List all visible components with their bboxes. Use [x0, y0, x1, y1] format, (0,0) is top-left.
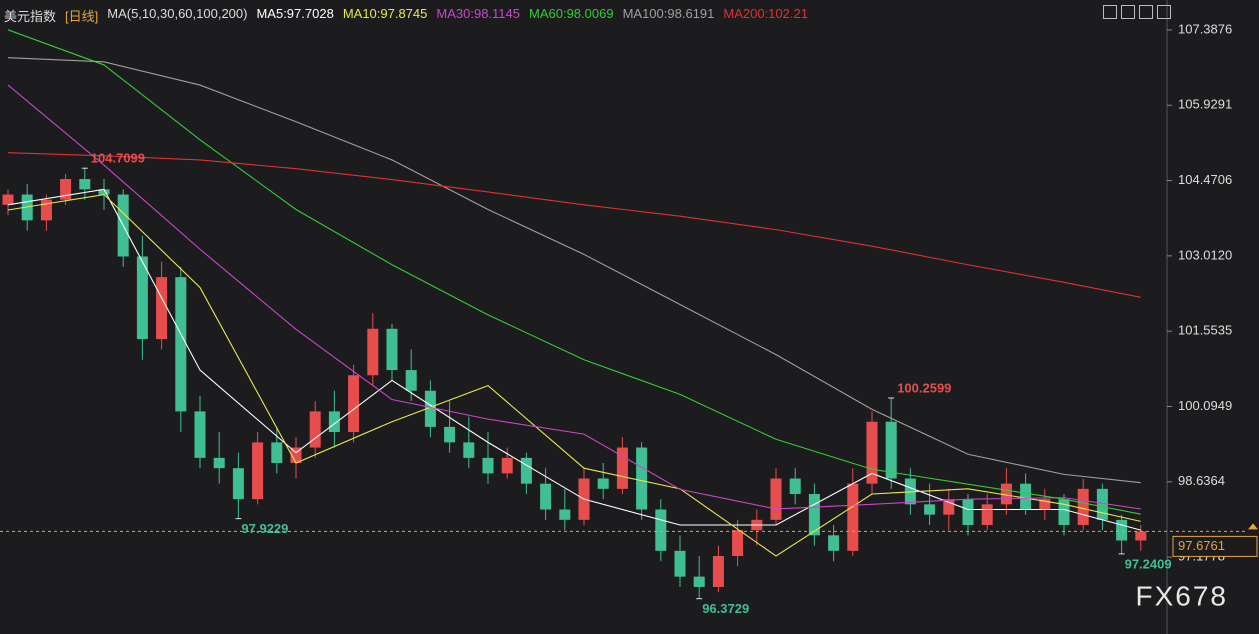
candle-body — [520, 457, 532, 484]
low-annotation: 97.9229 — [241, 521, 288, 536]
candle-body — [444, 426, 456, 443]
candle-body — [271, 442, 283, 464]
candle-body — [1096, 488, 1108, 520]
y-tick-label: 100.0949 — [1178, 398, 1232, 413]
candle-body — [981, 504, 993, 525]
candle-body — [943, 499, 955, 515]
price-arrow — [1248, 523, 1258, 530]
candle-body — [1000, 483, 1012, 505]
candle-body — [962, 499, 974, 525]
y-tick-label: 104.4706 — [1178, 172, 1232, 187]
title: 美元指数 — [4, 9, 57, 24]
candle-body — [847, 483, 859, 551]
candle-body — [1116, 519, 1128, 541]
icon-button[interactable] — [1139, 5, 1153, 19]
icon-button[interactable] — [1121, 5, 1135, 19]
candle-body — [40, 199, 52, 221]
candle-body — [770, 478, 782, 520]
candle-body — [1058, 499, 1070, 525]
icon-button[interactable] — [1157, 5, 1171, 19]
y-tick-label: 103.0120 — [1178, 247, 1232, 262]
candle-body — [789, 478, 801, 495]
candle-body — [213, 457, 225, 469]
high-annotation: 100.2599 — [897, 380, 951, 395]
candle-body — [616, 447, 628, 489]
candle-body — [194, 411, 206, 458]
candle-body — [290, 447, 302, 464]
ma-line — [7, 84, 1141, 510]
legend-entry: MA10:97.8745 — [342, 6, 428, 21]
candle-body — [252, 442, 264, 500]
candle-body — [885, 421, 897, 479]
candle-body — [2, 194, 14, 205]
candle-body — [463, 442, 475, 458]
candle-body — [808, 494, 820, 536]
candle-body — [674, 550, 686, 577]
candle-body — [175, 277, 187, 412]
candle-body — [1020, 483, 1032, 510]
header: 美元指数 [日线] MA(5,10,30,60,100,200) MA5:97.… — [4, 6, 808, 25]
y-tick-label: 98.6364 — [1178, 473, 1225, 488]
candle-body — [636, 447, 648, 510]
candle-body — [924, 504, 936, 515]
ma-label: MA(5,10,30,60,100,200) — [107, 6, 248, 21]
y-tick-label: 101.5535 — [1178, 323, 1232, 338]
y-tick-label: 107.3876 — [1178, 21, 1232, 36]
candle-body — [1039, 499, 1051, 510]
candle-body — [232, 468, 244, 500]
icon-button[interactable] — [1103, 5, 1117, 19]
current-price-label: 97.6761 — [1178, 538, 1225, 553]
candle-body — [597, 478, 609, 489]
ma-line — [7, 29, 1141, 515]
ma-line — [7, 57, 1141, 484]
candle-body — [540, 483, 552, 510]
y-tick-label: 105.9291 — [1178, 97, 1232, 112]
candle-body — [559, 509, 571, 520]
toolbar — [1103, 5, 1171, 19]
low-annotation: 96.3729 — [702, 601, 749, 616]
candle-body — [1077, 488, 1089, 525]
legend-entry: MA100:98.6191 — [622, 6, 715, 21]
candle-body — [866, 421, 878, 484]
low-annotation: 97.2409 — [1125, 556, 1172, 571]
candle-body — [405, 370, 417, 391]
candle-body — [693, 576, 705, 587]
legend-entry: MA30:98.1145 — [436, 6, 520, 21]
ma-line — [7, 193, 1141, 557]
legend-entry: MA60:98.0069 — [529, 6, 614, 21]
candle-body — [98, 189, 110, 195]
candle-body — [348, 375, 360, 433]
candle-body — [424, 390, 436, 427]
candle-body — [1135, 531, 1147, 541]
candle-body — [328, 411, 340, 433]
candle-body — [367, 328, 379, 376]
legend-entry: MA200:102.21 — [723, 6, 808, 21]
period[interactable]: [日线] — [65, 9, 99, 24]
candle-body — [655, 509, 667, 551]
watermark: FX678 — [1136, 580, 1229, 611]
high-annotation: 104.7099 — [91, 151, 145, 166]
candle-body — [712, 555, 724, 587]
candle-body — [136, 256, 148, 340]
ma-line — [7, 188, 1141, 531]
candle-body — [60, 179, 72, 200]
candle-body — [309, 411, 321, 448]
candle-body — [156, 277, 168, 340]
candle-body — [482, 457, 494, 474]
candle-body — [828, 535, 840, 551]
current-price-box — [1172, 535, 1258, 557]
candle-body — [386, 328, 398, 371]
ma-line — [7, 152, 1141, 298]
candle-body — [79, 179, 91, 190]
legend-entry: MA5:97.7028 — [256, 6, 334, 21]
candle-body — [501, 457, 513, 474]
candle-body — [732, 530, 744, 556]
